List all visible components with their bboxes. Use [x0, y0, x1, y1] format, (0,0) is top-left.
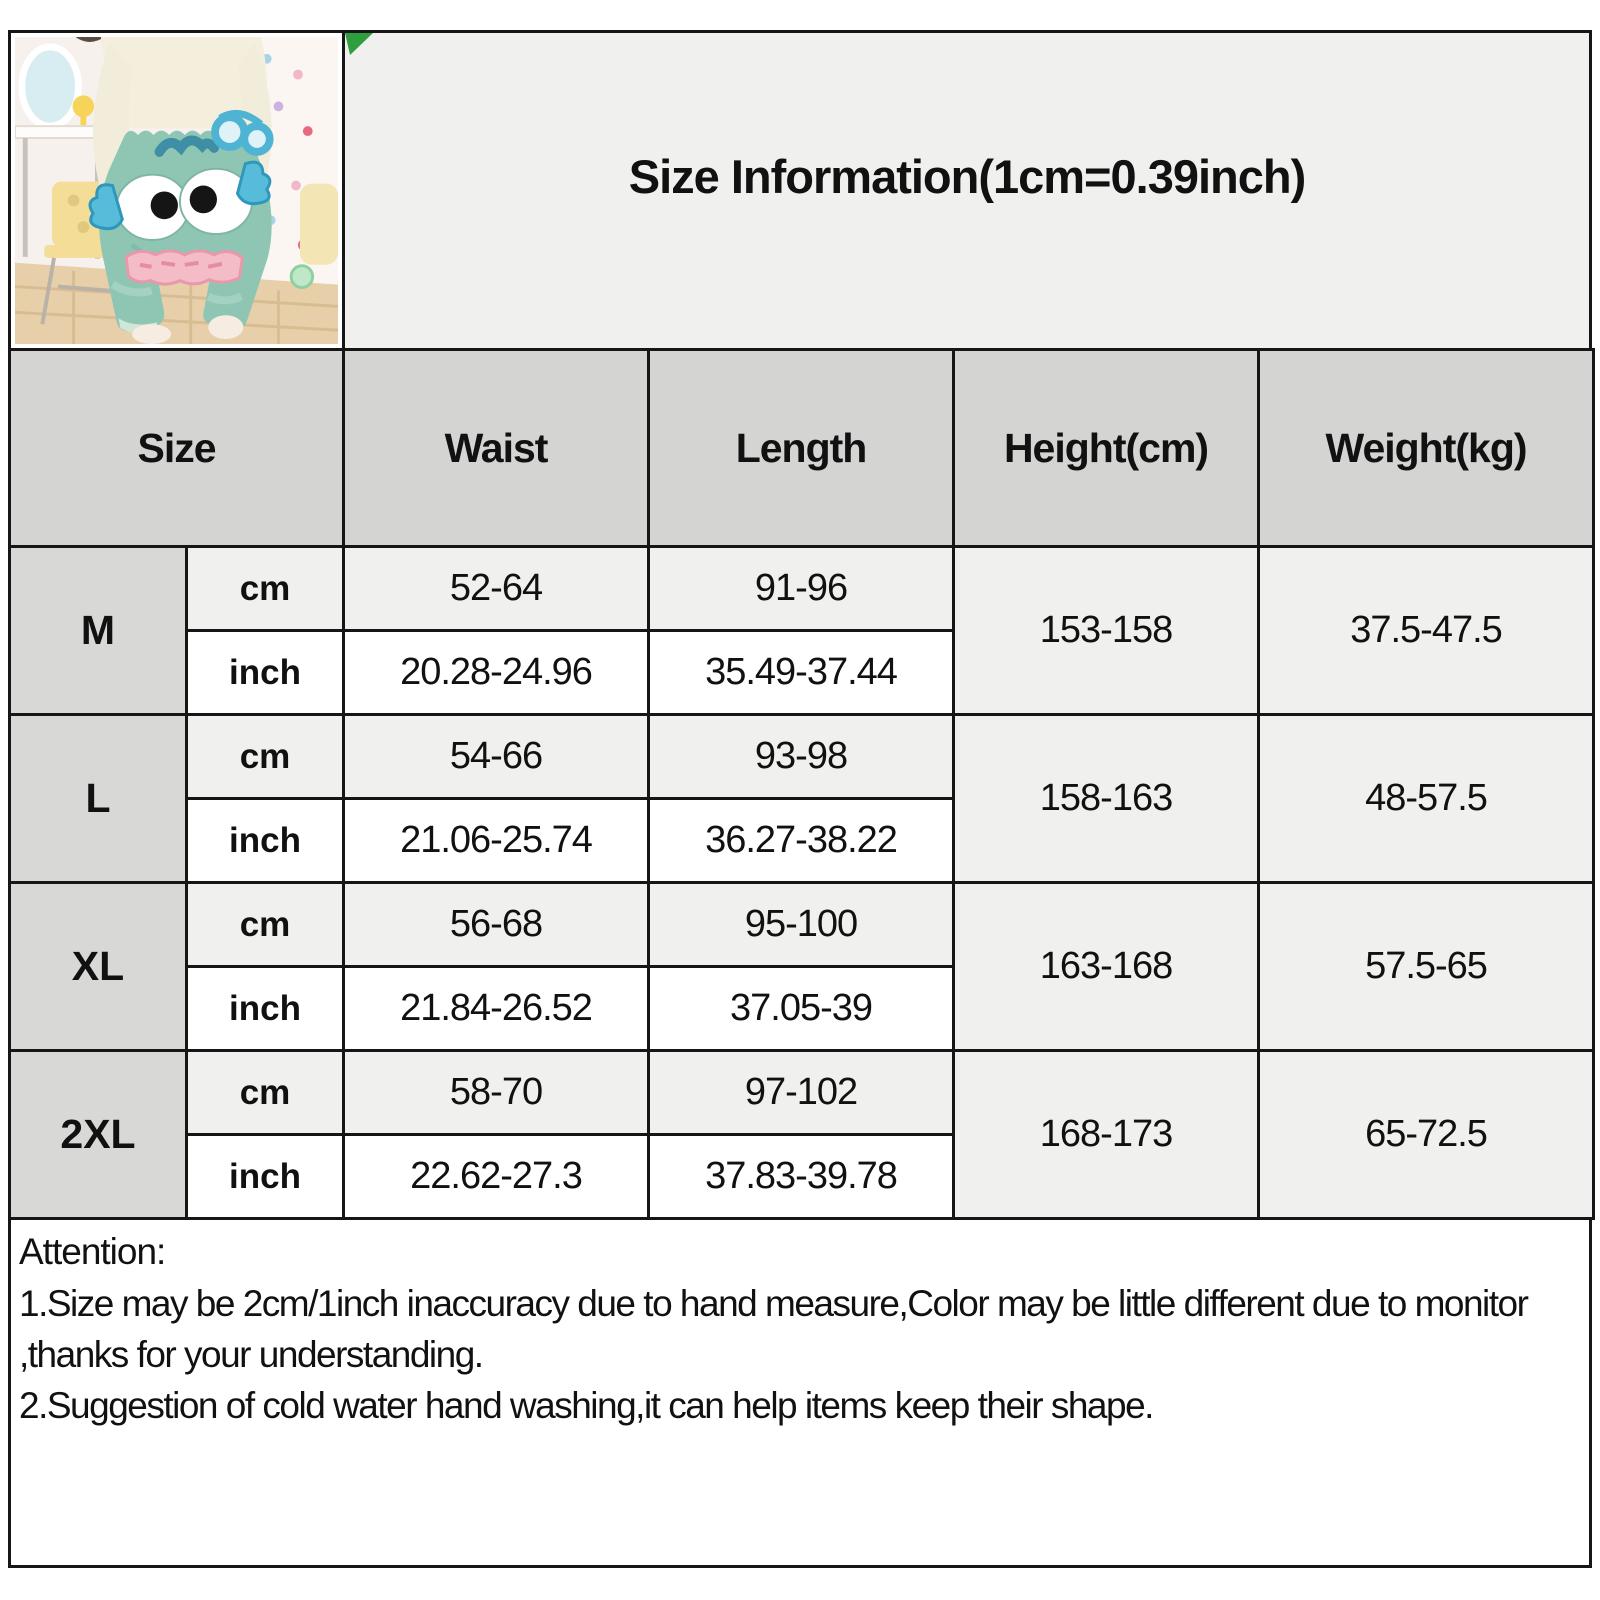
unit-cell: cm [184, 545, 346, 632]
title-cell: Size Information(1cm=0.39inch) [345, 33, 1589, 348]
size-label-m: M [8, 545, 188, 716]
size-label-xl: XL [8, 881, 188, 1052]
table-row-xl-inch: inch 21.84-26.52 37.05-39 [10, 965, 1594, 1052]
length-inch-2xl: 37.83-39.78 [647, 1133, 956, 1220]
header-size: Size [7, 348, 346, 548]
weight-l: 48-57.5 [1257, 713, 1596, 884]
page-title: Size Information(1cm=0.39inch) [628, 150, 1306, 203]
weight-xl: 57.5-65 [1257, 881, 1596, 1052]
waist-inch-2xl: 22.62-27.3 [342, 1133, 651, 1220]
table-row-m-inch: inch 20.28-24.96 35.49-37.44 [10, 629, 1594, 716]
size-label-2xl: 2XL [8, 1049, 188, 1220]
attention-heading: Attention: [19, 1231, 166, 1272]
length-cm-l: 93-98 [647, 713, 956, 800]
height-m: 153-158 [952, 545, 1261, 716]
header-height: Height(cm) [952, 348, 1261, 548]
unit-cell: cm [184, 881, 346, 968]
unit-cell: inch [184, 797, 346, 884]
table-row-2xl-cm: 2XL cm 58-70 97-102 168-173 65-72.5 [8, 1049, 1596, 1220]
length-cm-xl: 95-100 [647, 881, 956, 968]
waist-cm-2xl: 58-70 [342, 1049, 651, 1136]
unit-cell: cm [184, 713, 346, 800]
header-waist: Waist [342, 348, 651, 548]
height-xl: 163-168 [952, 881, 1261, 1052]
size-table: Size Waist Length Height(cm) Weight(kg) … [7, 348, 1596, 1220]
product-photo [11, 33, 345, 348]
length-cm-2xl: 97-102 [647, 1049, 956, 1136]
length-inch-l: 36.27-38.22 [647, 797, 956, 884]
height-2xl: 168-173 [952, 1049, 1261, 1220]
size-chart-sheet: Size Information(1cm=0.39inch) Size Wais… [7, 30, 1596, 1568]
waist-inch-xl: 21.84-26.52 [342, 965, 651, 1052]
unit-cell: inch [184, 629, 346, 716]
waist-cm-l: 54-66 [342, 713, 651, 800]
weight-m: 37.5-47.5 [1257, 545, 1596, 716]
length-inch-m: 35.49-37.44 [647, 629, 956, 716]
product-photo-illustration [15, 37, 338, 344]
attention-notes: Attention: 1.Size may be 2cm/1inch inacc… [8, 1217, 1592, 1568]
unit-cell: inch [184, 1133, 346, 1220]
table-header-row: Size Waist Length Height(cm) Weight(kg) [7, 348, 1596, 548]
table-row-m-cm: M cm 52-64 91-96 153-158 37.5-47.5 [8, 545, 1596, 716]
waist-inch-l: 21.06-25.74 [342, 797, 651, 884]
attention-note-2: 2.Suggestion of cold water hand washing,… [19, 1385, 1154, 1426]
height-l: 158-163 [952, 713, 1261, 884]
table-row-xl-cm: XL cm 56-68 95-100 163-168 57.5-65 [8, 881, 1596, 1052]
waist-inch-m: 20.28-24.96 [342, 629, 651, 716]
length-cm-m: 91-96 [647, 545, 956, 632]
waist-cm-xl: 56-68 [342, 881, 651, 968]
green-corner-marker [345, 33, 373, 55]
top-row: Size Information(1cm=0.39inch) [8, 30, 1592, 348]
unit-cell: inch [184, 965, 346, 1052]
waist-cm-m: 52-64 [342, 545, 651, 632]
header-length: Length [647, 348, 956, 548]
size-label-l: L [8, 713, 188, 884]
length-inch-xl: 37.05-39 [647, 965, 956, 1052]
table-row-2xl-inch: inch 22.62-27.3 37.83-39.78 [10, 1133, 1594, 1220]
table-row-l-cm: L cm 54-66 93-98 158-163 48-57.5 [8, 713, 1596, 884]
unit-cell: cm [184, 1049, 346, 1136]
weight-2xl: 65-72.5 [1257, 1049, 1596, 1220]
header-weight: Weight(kg) [1257, 348, 1596, 548]
table-row-l-inch: inch 21.06-25.74 36.27-38.22 [10, 797, 1594, 884]
attention-note-1: 1.Size may be 2cm/1inch inaccuracy due t… [19, 1283, 1529, 1375]
